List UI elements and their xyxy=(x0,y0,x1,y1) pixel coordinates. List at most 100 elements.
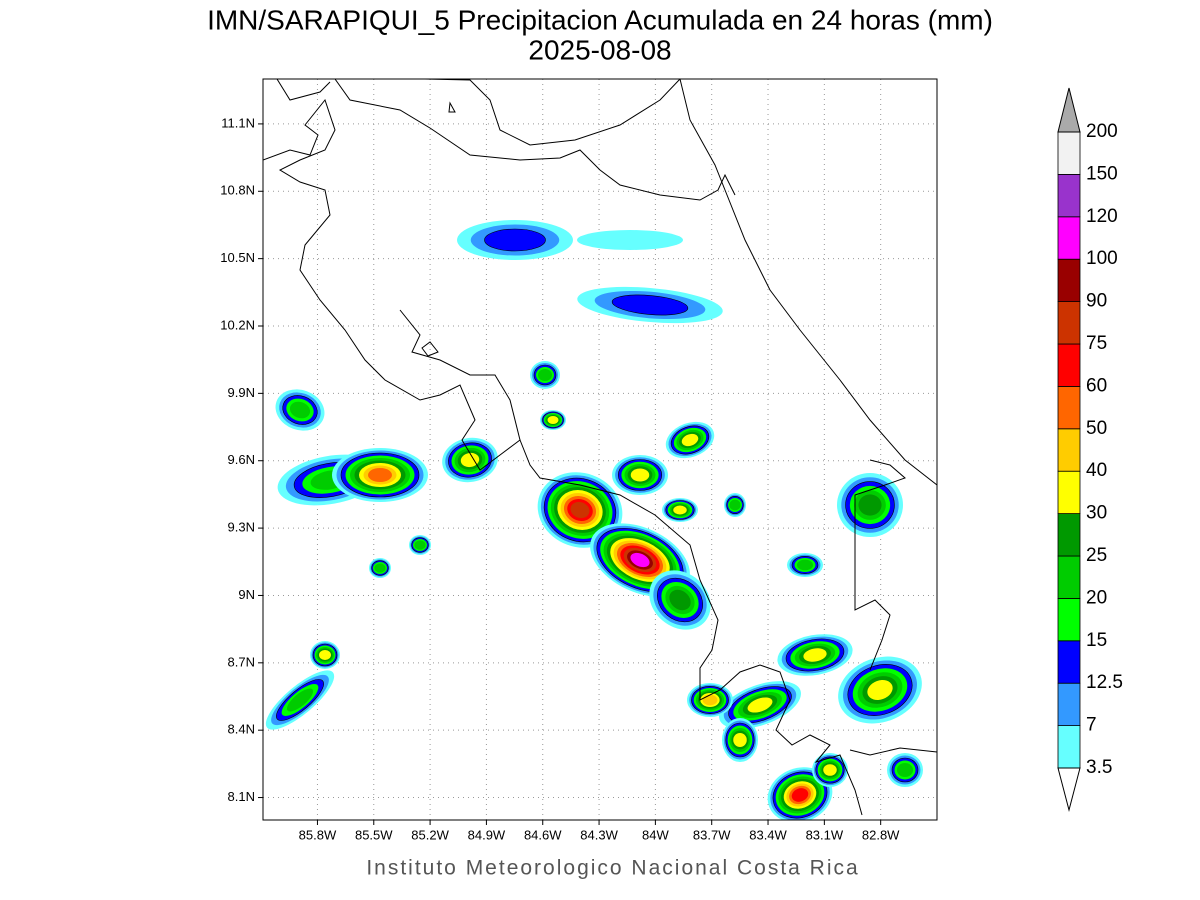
colorbar-label: 60 xyxy=(1086,375,1107,396)
x-tick-label: 83.7W xyxy=(693,827,731,842)
rain-area xyxy=(547,416,559,424)
y-tick-label: 10.2N xyxy=(220,317,255,332)
x-tick-label: 85.8W xyxy=(299,827,337,842)
coast-caribbean xyxy=(424,79,937,486)
rain-area xyxy=(681,433,699,447)
colorbar-segment xyxy=(1057,513,1081,557)
colorbar-label: 40 xyxy=(1086,460,1107,481)
rain-area xyxy=(289,401,311,419)
colorbar-segment xyxy=(1057,131,1081,175)
rain-area xyxy=(702,694,718,706)
rain-area xyxy=(484,228,546,252)
y-tick-label: 9.3N xyxy=(228,520,255,535)
footer: Instituto Meteorologico Nacional Costa R… xyxy=(366,857,859,880)
x-tick-label: 84.6W xyxy=(524,827,562,842)
colorbar-label: 150 xyxy=(1086,163,1118,184)
rain-area xyxy=(867,680,893,700)
rain-area xyxy=(414,540,426,550)
colorbar-label: 3.5 xyxy=(1086,757,1112,778)
coast-pacific xyxy=(263,98,863,816)
y-tick-label: 10.5N xyxy=(220,250,255,265)
colorbar-segment xyxy=(1057,470,1081,515)
colorbar-label: 7 xyxy=(1086,715,1097,736)
y-tick-label: 11.1N xyxy=(221,115,255,130)
gulf-nicoya xyxy=(399,309,521,441)
x-tick-label: 84.9W xyxy=(468,827,506,842)
islands xyxy=(421,101,456,357)
rain-area xyxy=(368,468,392,482)
x-tick-label: 84W xyxy=(642,827,669,842)
map-frame xyxy=(262,78,938,821)
rain-area xyxy=(803,648,827,662)
x-tick-label: 83.4W xyxy=(749,827,787,842)
colorbar-segment xyxy=(1057,725,1081,769)
rain-area xyxy=(286,688,314,712)
y-tick-label: 8.4N xyxy=(228,722,255,737)
y-tick-label: 8.1N xyxy=(228,789,255,804)
colorbar-segment xyxy=(1057,258,1081,303)
colorbar-label: 90 xyxy=(1086,291,1107,312)
coastlines xyxy=(263,79,937,816)
y-tick-label: 10.8N xyxy=(220,183,255,198)
colorbar: 3.5 7 12.5 15 20 25 30 40 50 60 75 90 100 120 150 200 xyxy=(1057,87,1123,812)
rain-area xyxy=(673,505,687,515)
rain-area xyxy=(747,697,773,713)
colorbar-segment xyxy=(1057,301,1081,345)
subtitle: 2025-08-08 xyxy=(528,34,671,65)
colorbar-label: 50 xyxy=(1086,418,1107,439)
x-tick-label: 84.3W xyxy=(580,827,618,842)
colorbar-over xyxy=(1057,87,1081,133)
precipitation xyxy=(265,220,923,820)
rain-area xyxy=(858,494,882,516)
rain-area xyxy=(729,499,741,511)
colorbar-label: 20 xyxy=(1086,587,1107,608)
rain-area xyxy=(823,764,837,776)
rain-area xyxy=(577,230,683,250)
colorbar-label: 30 xyxy=(1086,503,1107,524)
rain-area xyxy=(538,369,552,381)
colorbar-segment xyxy=(1057,343,1081,387)
colorbar-segment xyxy=(1057,598,1081,642)
border-panama xyxy=(849,459,937,756)
x-tick-label: 85.5W xyxy=(355,827,393,842)
colorbar-segment xyxy=(1057,640,1081,684)
rain-area xyxy=(791,788,809,802)
y-tick-label: 9.6N xyxy=(228,452,255,467)
colorbar-segment xyxy=(1057,385,1081,430)
y-tick-label: 9.9N xyxy=(228,385,255,400)
rain-area xyxy=(797,559,813,571)
colorbar-label: 75 xyxy=(1086,333,1107,354)
colorbar-label: 200 xyxy=(1086,121,1118,142)
ticks: 85.8W 85.5W 85.2W 84.9W 84.6W 84.3W 84W 83.7W 83… xyxy=(220,115,900,842)
rain-area xyxy=(733,733,747,747)
colorbar-label: 12.5 xyxy=(1086,672,1123,693)
y-tick-label: 8.7N xyxy=(228,654,255,669)
colorbar-segment xyxy=(1057,428,1081,472)
rain-area xyxy=(570,501,590,519)
rain-area xyxy=(460,452,480,468)
rain-area xyxy=(319,650,331,660)
colorbar-segment xyxy=(1057,555,1081,599)
rain-area xyxy=(611,294,689,316)
colorbar-label: 120 xyxy=(1086,206,1118,227)
x-tick-label: 82.8W xyxy=(862,827,900,842)
colorbar-label: 25 xyxy=(1086,545,1107,566)
rain-area xyxy=(374,563,386,573)
rain-area xyxy=(630,468,650,482)
colorbar-segment xyxy=(1057,173,1081,218)
colorbar-under xyxy=(1057,767,1081,812)
rain-area xyxy=(630,552,650,568)
x-tick-label: 85.2W xyxy=(411,827,449,842)
title: IMN/SARAPIQUI_5 Precipitacion Acumulada … xyxy=(207,4,993,35)
rain-area xyxy=(669,589,691,611)
colorbar-label: 100 xyxy=(1086,248,1118,269)
colorbar-label: 15 xyxy=(1086,630,1107,651)
x-tick-label: 83.1W xyxy=(806,827,844,842)
y-tick-label: 9N xyxy=(238,587,255,602)
border-north xyxy=(276,79,736,201)
colorbar-segment xyxy=(1057,216,1081,260)
rain-area xyxy=(897,763,913,777)
colorbar-segment xyxy=(1057,682,1081,727)
